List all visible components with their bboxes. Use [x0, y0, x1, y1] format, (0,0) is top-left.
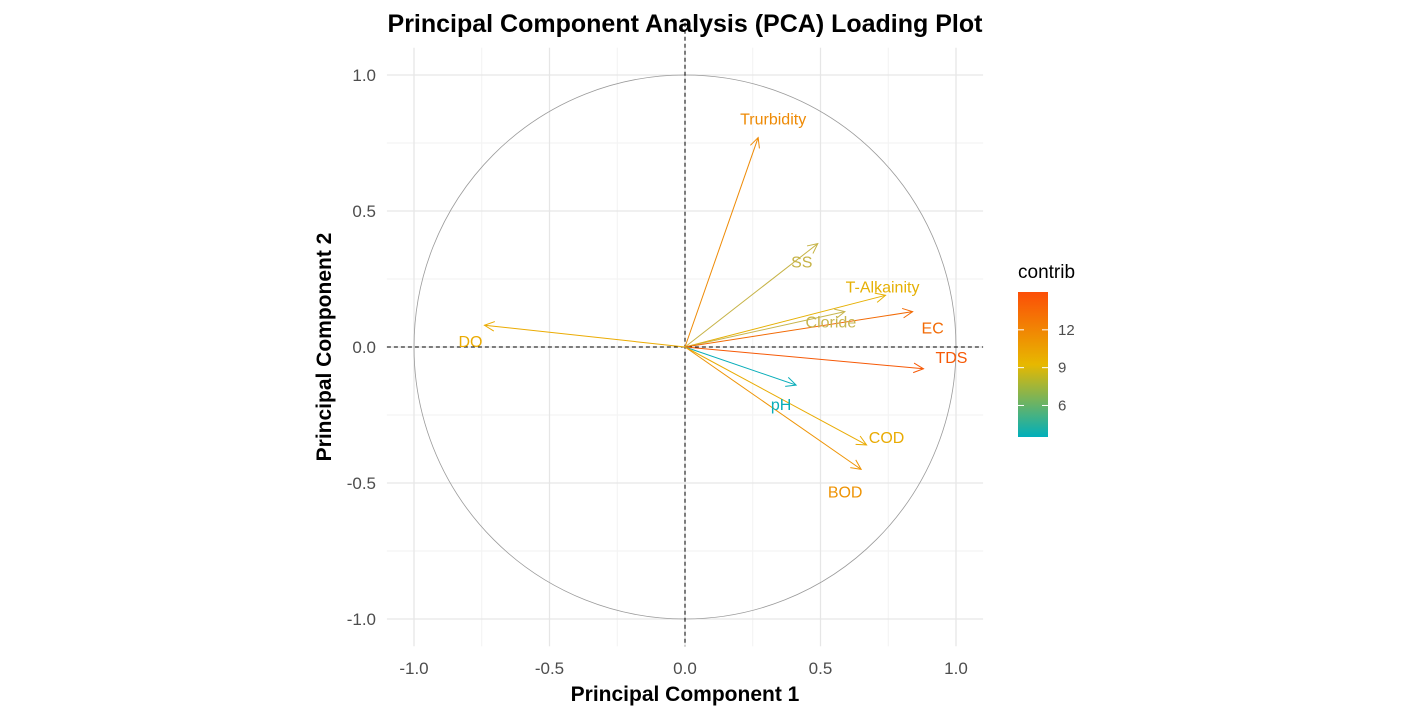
legend-tick-label: 9 [1058, 360, 1066, 377]
arrowhead-ph [785, 376, 798, 387]
legend-ticks: 6 9 12 [1018, 322, 1075, 414]
loading-arrows [483, 136, 925, 471]
arrowhead-ss [806, 242, 819, 254]
label-do: DO [458, 334, 482, 351]
legend-colorbar [1018, 292, 1048, 437]
y-tick-label: 0.0 [352, 338, 376, 357]
label-ph: pH [771, 397, 791, 414]
x-tick-label: 0.5 [809, 659, 833, 678]
arrow-ss [684, 243, 819, 348]
arrowhead-do [483, 321, 495, 332]
label-ss: SS [791, 255, 812, 272]
x-tick-label: -1.0 [399, 659, 428, 678]
label-bod: BOD [828, 484, 863, 501]
arrowhead-trurbidity [750, 136, 760, 149]
label-t-alkainity: T-Alkainity [846, 279, 920, 296]
label-ec: EC [922, 321, 944, 338]
arrow-ph [684, 346, 797, 386]
y-tick-label: 0.5 [352, 202, 376, 221]
y-axis-ticks: -1.0 -0.5 0.0 0.5 1.0 [347, 66, 376, 629]
arrow-ec [684, 311, 913, 348]
legend: contrib 6 9 12 [1018, 262, 1075, 437]
arrowhead-cloride [834, 308, 847, 319]
x-axis-title: Principal Component 1 [571, 683, 800, 706]
arrowhead-t-alkainity [874, 292, 887, 303]
arrow-cod [684, 346, 867, 446]
label-cloride: Cloride [806, 315, 857, 332]
reference-lines [386, 22, 984, 647]
x-tick-label: 1.0 [944, 659, 968, 678]
arrow-trurbidity [684, 137, 759, 348]
x-tick-label: -0.5 [535, 659, 564, 678]
legend-tick-label: 12 [1058, 322, 1075, 339]
label-trurbidity: Trurbidity [740, 112, 806, 129]
arrow-tds [684, 346, 924, 370]
variable-labels: Trurbidity SS T-Alkainity Cloride EC TDS DO pH C… [458, 112, 967, 502]
legend-tick-label: 6 [1058, 397, 1066, 414]
arrow-cloride [684, 311, 845, 348]
label-cod: COD [869, 430, 905, 447]
y-tick-label: -1.0 [347, 610, 376, 629]
y-tick-label: 1.0 [352, 66, 376, 85]
arrow-do [484, 324, 686, 348]
x-axis-ticks: -1.0 -0.5 0.0 0.5 1.0 [399, 659, 967, 678]
arrowhead-tds [913, 362, 925, 374]
arrowhead-cod [855, 435, 868, 446]
y-tick-label: -0.5 [347, 474, 376, 493]
arrowhead-bod [850, 459, 863, 471]
arrow-bod [684, 346, 862, 470]
legend-title: contrib [1018, 262, 1075, 283]
arrow-t-alkainity [684, 294, 886, 348]
arrowhead-ec [901, 307, 914, 319]
x-tick-label: 0.0 [673, 659, 697, 678]
y-axis-title: Principal Component 2 [313, 233, 336, 462]
label-tds: TDS [935, 350, 967, 367]
